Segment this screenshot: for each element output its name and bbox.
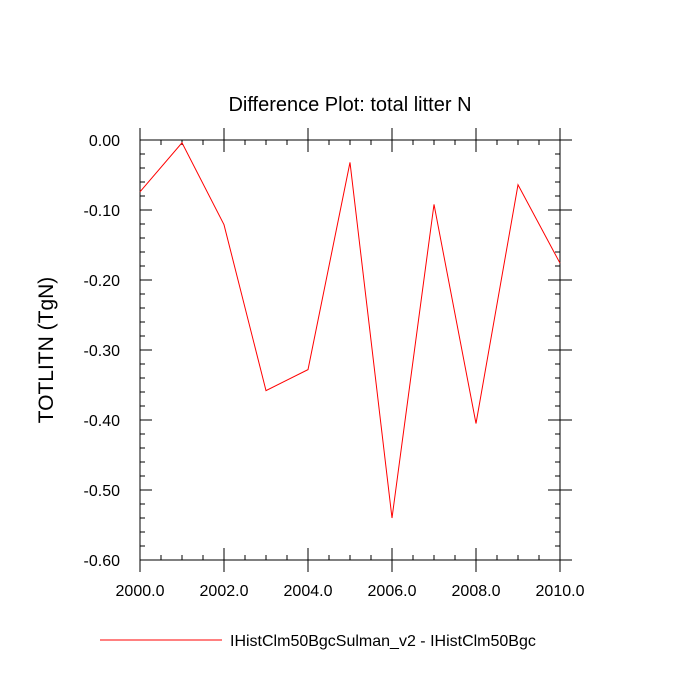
y-tick-label: -0.30: [84, 343, 121, 360]
x-tick-label: 2002.0: [200, 583, 249, 600]
y-tick-label: -0.40: [84, 413, 121, 430]
x-tick-label: 2004.0: [284, 583, 333, 600]
y-tick-label: -0.60: [84, 553, 121, 570]
x-tick-label: 2010.0: [536, 583, 585, 600]
legend: IHistClm50BgcSulman_v2 - IHistClm50Bgc: [100, 633, 536, 650]
x-tick-label: 2000.0: [116, 583, 165, 600]
major-ticks: [139, 128, 572, 572]
y-tick-label: -0.10: [84, 203, 121, 220]
y-tick-label: -0.50: [84, 483, 121, 500]
legend-label: IHistClm50BgcSulman_v2 - IHistClm50Bgc: [230, 633, 536, 650]
y-tick-label: -0.20: [84, 273, 121, 290]
series-layer: [139, 141, 561, 519]
x-tick-label: 2008.0: [452, 583, 501, 600]
x-tick-label: 2006.0: [368, 583, 417, 600]
plot-frame: [139, 139, 561, 561]
series-line: [139, 141, 561, 519]
minor-ticks: [140, 140, 560, 560]
y-tick-label: 0.00: [89, 133, 120, 150]
x-tick-labels: 2000.0 2002.0 2004.0 2006.0 2008.0 2010.0: [116, 583, 585, 600]
chart-title: Difference Plot: total litter N: [228, 94, 471, 116]
y-axis-label: TOTLITN (TgN): [35, 277, 58, 424]
y-tick-labels: 0.00 -0.10 -0.20 -0.30 -0.40 -0.50 -0.60: [84, 133, 121, 570]
